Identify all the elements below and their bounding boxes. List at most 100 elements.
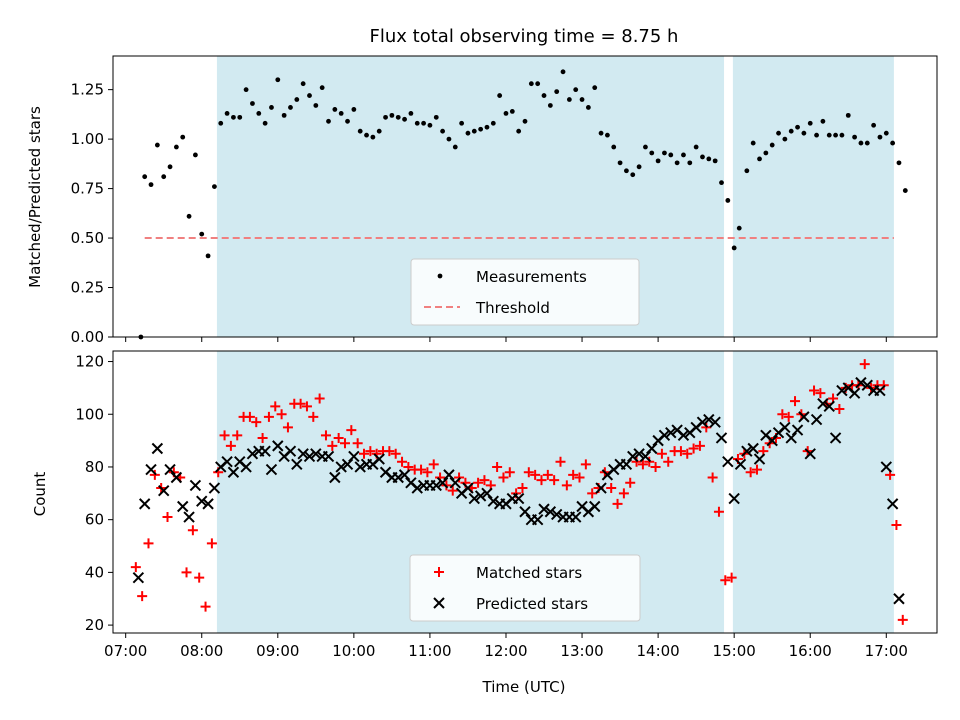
measurement-point: [452, 144, 458, 150]
measurement-point: [668, 152, 674, 158]
measurement-point: [624, 168, 629, 174]
measurement-point: [833, 132, 838, 138]
predicted-star-point: [766, 434, 778, 447]
measurement-point: [319, 85, 325, 91]
measurement-point: [731, 245, 737, 251]
bottom-panel: 20 40 60 80 100 120 07:00 08:00 09:00 10:00 11:00 1…: [31, 350, 938, 696]
matched-star-point: [745, 467, 756, 478]
measurement-point: [573, 87, 579, 93]
y-tick-label: 1.00: [71, 130, 104, 148]
matched-star-point: [720, 575, 731, 586]
predicted-star-point: [240, 461, 252, 473]
legend-threshold-label: Threshold: [475, 299, 550, 317]
matched-star-point: [479, 475, 490, 486]
measurement-point: [478, 126, 484, 132]
x-tick-label: 07:00: [104, 642, 147, 660]
x-tick-label: 16:00: [789, 642, 832, 660]
measurement-point: [896, 160, 902, 166]
predicted-star-point: [138, 498, 151, 510]
x-tick-label: 08:00: [180, 642, 223, 660]
predicted-star-point: [436, 477, 449, 489]
matched-star-point: [251, 417, 262, 428]
matched-star-point: [523, 467, 534, 478]
legend-matched-marker: [434, 567, 444, 577]
matched-star-point: [726, 572, 737, 583]
matched-star-point: [625, 477, 636, 488]
measurement-point: [566, 97, 572, 102]
measurement-point: [250, 101, 255, 106]
predicted-star-point: [474, 490, 487, 502]
measurement-point: [560, 69, 566, 75]
matched-star-point: [181, 567, 192, 578]
matched-star-point: [707, 472, 718, 483]
matched-star-point: [612, 498, 623, 509]
matched-star-point: [637, 459, 648, 470]
matched-star-point: [606, 483, 617, 494]
bottom-legend-box: [409, 554, 641, 622]
measurement-point: [154, 142, 160, 148]
measurement-point: [376, 128, 382, 134]
matched-star-point: [555, 456, 566, 467]
measurement-point: [807, 120, 813, 126]
matched-star-point: [549, 475, 560, 486]
measurement-point: [199, 231, 205, 237]
predicted-star-point: [753, 453, 766, 465]
measurement-point: [700, 154, 705, 160]
measurement-point: [351, 107, 357, 112]
measurement-point: [148, 182, 154, 188]
measurement-point: [383, 114, 388, 120]
predicted-star-point: [303, 450, 316, 463]
measurement-point: [871, 122, 877, 128]
measurement-point: [826, 132, 832, 138]
y-tick-label: 120: [75, 353, 104, 371]
measurement-point: [611, 144, 617, 150]
matched-star-point: [650, 461, 661, 472]
measurement-point: [186, 213, 192, 219]
predicted-star-point: [430, 479, 442, 492]
measurement-point: [757, 156, 762, 162]
matched-star-point: [149, 469, 160, 480]
predicted-star-point: [481, 487, 493, 500]
measurement-point: [585, 105, 591, 110]
matched-star-point: [859, 359, 870, 370]
matched-star-point: [416, 464, 427, 475]
measurement-point: [535, 81, 541, 87]
predicted-star-point: [177, 500, 189, 513]
measurement-point: [541, 93, 547, 98]
measurement-point: [509, 109, 515, 114]
measurement-point: [275, 77, 281, 83]
x-tick-label: 13:00: [560, 642, 603, 660]
measurement-point: [636, 164, 642, 170]
matched-star-point: [194, 572, 205, 583]
y-tick-label: 0.25: [71, 279, 104, 297]
matched-star-point: [688, 443, 699, 454]
measurement-point: [592, 85, 598, 91]
measurement-point: [224, 110, 230, 116]
measurement-point: [630, 172, 636, 178]
predicted-star-point: [170, 471, 183, 484]
predicted-star-point: [348, 450, 360, 463]
x-axis-label: Time (UTC): [482, 678, 566, 696]
matched-star-point: [644, 456, 655, 467]
matched-star-point: [219, 430, 230, 441]
predicted-star-point: [848, 387, 861, 399]
predicted-star-point: [158, 484, 170, 497]
measurement-point: [414, 120, 420, 126]
measurement-point: [459, 120, 465, 126]
predicted-star-point: [151, 442, 164, 455]
measurement-point: [471, 128, 477, 134]
matched-star-point: [530, 469, 541, 480]
measurement-point: [655, 158, 661, 164]
measurement-point: [212, 184, 217, 190]
matched-star-point: [701, 422, 712, 433]
predicted-star-point: [646, 442, 658, 455]
predicted-star-point: [734, 458, 747, 471]
measurement-point: [243, 87, 249, 93]
x-tick-label: 15:00: [713, 642, 756, 660]
matched-star-point: [206, 538, 217, 549]
predicted-star-point: [728, 492, 740, 505]
matched-star-point: [428, 459, 439, 470]
measurement-point: [307, 93, 312, 98]
top-legend-box: [410, 258, 640, 326]
